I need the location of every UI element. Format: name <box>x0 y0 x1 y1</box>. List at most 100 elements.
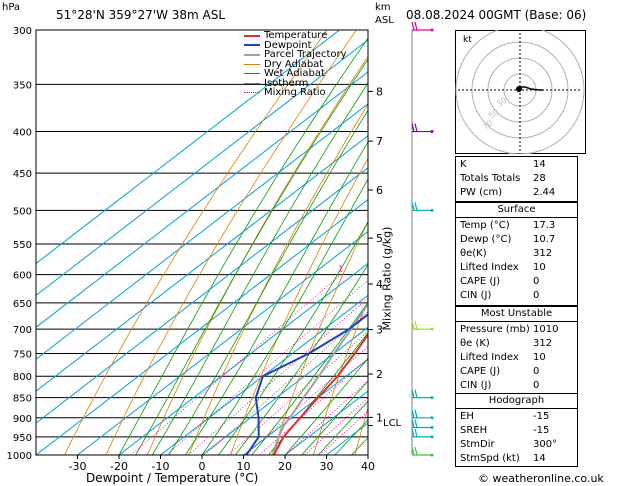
legend-item-isotherm: Isotherm <box>244 78 347 89</box>
hpa-label: hPa <box>2 2 21 13</box>
wet-adiabat <box>135 58 368 455</box>
pressure-tick-label: 650 <box>13 299 32 310</box>
wind-barb-feather <box>414 21 418 31</box>
mixing-ratio-line <box>166 279 368 455</box>
mixing-ratio-line <box>188 297 368 455</box>
location-title: 51°28'N 359°27'W 38m ASL <box>56 8 226 22</box>
x-tick-label: 20 <box>278 460 292 473</box>
hodograph-title: Hodograph <box>456 394 577 409</box>
x-tick-label: -10 <box>152 460 170 473</box>
k-index-value: 14 <box>533 159 546 170</box>
x-tick-label: -30 <box>69 460 87 473</box>
wet-adiabat <box>234 263 368 455</box>
km-tick-label: 5 <box>376 232 383 245</box>
wind-barb-feather <box>414 202 418 211</box>
legend-item-dry-adiabat: Dry Adiabat <box>244 59 347 70</box>
wind-barb-dot <box>430 453 434 457</box>
legend-item-mixing-ratio: Mixing Ratio <box>244 88 347 98</box>
isotherm <box>36 135 368 392</box>
wet-adiabat <box>218 220 368 455</box>
wet-adiabat <box>317 400 368 455</box>
dry-adiabat <box>604 30 629 455</box>
pressure-tick-label: 300 <box>13 26 32 37</box>
pressure-tick-label: 750 <box>13 349 32 360</box>
pressure-tick-label: 500 <box>13 206 32 217</box>
surface-title: Surface <box>456 203 577 218</box>
mixing-ratio-line <box>130 274 341 455</box>
most-unstable-title: Most Unstable <box>456 307 577 322</box>
wind-barb-feather <box>414 446 418 456</box>
copyright: © weatheronline.co.uk <box>478 472 604 485</box>
wind-barb-dot <box>430 396 434 400</box>
wind-barb-feather <box>411 389 415 398</box>
wind-barb-feather <box>414 123 418 132</box>
wind-barb-dot <box>430 327 434 331</box>
wet-adiabat <box>168 109 368 455</box>
wind-barb-feather <box>411 428 415 438</box>
km-tick-label: 4 <box>376 278 383 291</box>
wind-barb-feather <box>411 409 415 418</box>
pressure-tick-label: 600 <box>13 271 32 282</box>
dry-adiabat <box>313 299 368 455</box>
pressure-tick-label: 400 <box>13 128 32 139</box>
wind-barb-feather <box>411 21 415 31</box>
isotherm <box>243 358 368 455</box>
wind-barb-feather <box>411 320 415 330</box>
isotherm <box>201 326 368 455</box>
wet-adiabat <box>118 37 368 455</box>
mixing-ratio-line <box>227 331 368 455</box>
wind-barb-dot <box>430 208 434 212</box>
wind-barb-feather <box>414 389 418 398</box>
mixing-ratio-label: 1 <box>338 265 343 274</box>
wet-adiabat <box>301 380 368 455</box>
parcel-trajectory-line <box>272 301 368 455</box>
x-tick-label: 10 <box>237 460 251 473</box>
mixing-ratio-line <box>319 410 368 455</box>
dewpoint-line <box>245 313 368 455</box>
datetime-title: 08.08.2024 00GMT (Base: 06) <box>406 8 587 22</box>
wind-barb-feather <box>411 446 415 456</box>
legend-item-temperature: Temperature <box>244 31 347 41</box>
km-tick-label: 7 <box>376 135 383 148</box>
x-tick-label: -20 <box>110 460 128 473</box>
isotherm <box>36 103 368 360</box>
dry-adiabat <box>64 30 328 455</box>
x-tick-label: 30 <box>320 460 334 473</box>
pressure-tick-label: 350 <box>13 80 32 91</box>
most-unstable-table: Most Unstable Pressure (mb) 1010 θe (K) 31… <box>455 306 578 394</box>
hodograph-unit: kt <box>463 35 472 45</box>
pressure-tick-label: 850 <box>13 394 32 405</box>
dry-adiabat <box>354 406 368 455</box>
mixing-ratio-line <box>204 311 368 455</box>
wet-adiabat <box>284 357 368 455</box>
asl-label: ASL <box>375 15 394 26</box>
dry-adiabat <box>105 30 357 455</box>
wind-barb-feather <box>414 419 418 428</box>
pressure-tick-label: 450 <box>13 169 32 180</box>
pressure-tick-label: 700 <box>13 325 32 336</box>
isotherm <box>160 294 368 455</box>
surface-table: Surface Temp (°C) 17.3 Dewp (°C) 10.7 θe(K… <box>455 202 578 306</box>
wind-barb-feather <box>414 409 418 418</box>
km-label: km <box>375 2 391 13</box>
wind-barb-dot <box>430 435 434 439</box>
pressure-tick-label: 900 <box>13 414 32 425</box>
hodograph: kt 70 50 30 <box>455 30 586 154</box>
x-axis-title: Dewpoint / Temperature (°C) <box>86 471 259 485</box>
wind-barb-dot <box>430 130 434 134</box>
km-tick-label: 2 <box>376 368 383 381</box>
lcl-label: LCL <box>383 418 402 429</box>
mixing-ratio-line <box>259 357 368 455</box>
km-tick-label: 3 <box>376 324 383 337</box>
legend-item-parcel: Parcel Trajectory <box>244 50 347 60</box>
mixing-ratio-axis-title: Mixing Ratio (g/kg) <box>380 226 394 331</box>
wind-barb-feather <box>414 428 418 438</box>
wind-barb-feather <box>411 419 415 428</box>
mixing-ratio-label: 2 <box>372 265 377 274</box>
wind-barb-feather <box>411 202 415 211</box>
pressure-tick-label: 1000 <box>7 451 32 462</box>
pressure-tick-label: 950 <box>13 433 32 444</box>
isotherm <box>36 167 368 424</box>
temperature-line <box>272 332 368 455</box>
